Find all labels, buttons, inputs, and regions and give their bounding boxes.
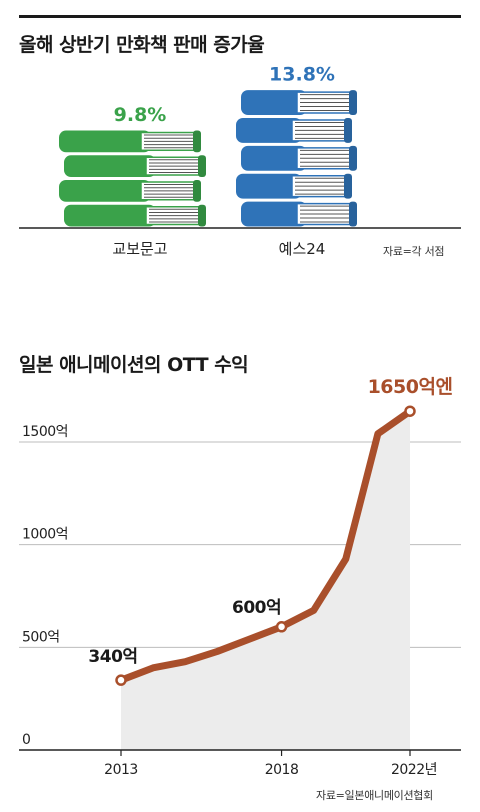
book-edge [349,90,357,115]
chart1-title: 올해 상반기 만화책 판매 증가율 [19,34,265,56]
book-edge [198,204,206,227]
book-edge [349,201,357,227]
book-edge [193,180,201,202]
y-tick-label: 500억 [22,629,60,645]
book-cover [64,155,156,178]
chart1-source: 자료=각 서점 [383,245,445,258]
book-edge [344,173,352,199]
x-tick-label: 2022년 [391,762,437,778]
x-tick-label: 2013 [104,762,138,778]
y-tick-label: 1500억 [22,424,68,440]
y-tick-label: 0 [22,732,30,748]
book-cover [241,201,307,227]
x-tick-label: 2018 [265,762,299,778]
annotation-label-2018: 600억 [232,598,281,618]
book-cover [236,117,302,143]
book-cover [64,204,156,227]
book-edge [344,117,352,143]
chart2-title: 일본 애니메이션의 OTT 수익 [19,354,249,376]
data-point-2022 [404,405,416,417]
book-sales-chart: 9.8% 교보문고 13.8% 예스24 [19,64,461,258]
category-label-2: 예스24 [279,240,326,258]
book-edge [349,145,357,171]
data-point-2013 [115,674,127,686]
book-stack-2 [236,90,357,227]
top-rule [19,15,461,18]
revenue-line [117,407,414,684]
y-tick-label: 1000억 [22,527,68,543]
book-cover [59,180,151,202]
book-cover [236,173,302,199]
value-label-1: 9.8% [114,104,167,126]
data-point-2018 [275,621,288,633]
book-cover [59,130,151,153]
value-label-2: 13.8% [269,64,335,86]
book-cover [241,90,307,115]
book-stack-1 [59,130,206,227]
annotation-label-2022: 1650억엔 [368,376,453,398]
annotation-label-2013: 340억 [88,647,137,667]
book-edge [198,155,206,178]
book-edge [193,130,201,153]
book-cover [241,145,307,171]
chart2-source: 자료=일본애니메이션협회 [316,789,433,802]
revenue-area [121,411,410,750]
category-label-1: 교보문고 [112,240,167,258]
